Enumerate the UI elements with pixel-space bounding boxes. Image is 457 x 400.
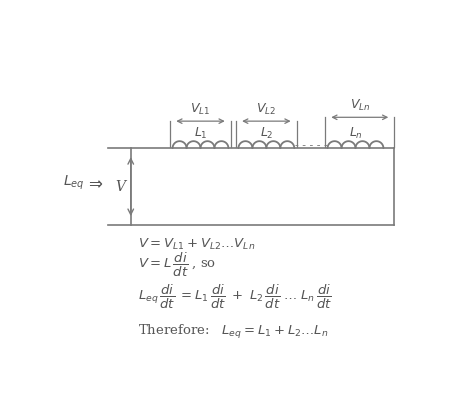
Text: $L_{eq}\,\dfrac{di}{dt}\; = L_1\,\dfrac{di}{dt}\; +\; L_2\,\dfrac{di}{dt}\; \ldo: $L_{eq}\,\dfrac{di}{dt}\; = L_1\,\dfrac{…	[138, 283, 333, 311]
Text: $L_1$: $L_1$	[194, 126, 207, 141]
Text: $L_{eq}$: $L_{eq}$	[64, 174, 85, 192]
Text: $L_2$: $L_2$	[260, 126, 273, 141]
Text: $V = L\,\dfrac{di}{dt}\;$, so: $V = L\,\dfrac{di}{dt}\;$, so	[138, 251, 217, 279]
Text: $L_n$: $L_n$	[349, 126, 362, 141]
Text: $V_{L2}$: $V_{L2}$	[256, 102, 276, 117]
Text: $V = V_{L1} + V_{L2} \ldots V_{Ln}$: $V = V_{L1} + V_{L2} \ldots V_{Ln}$	[138, 237, 256, 252]
Text: V: V	[115, 180, 125, 194]
Text: - - - - -: - - - - -	[295, 141, 327, 151]
Text: $\Rightarrow$: $\Rightarrow$	[85, 174, 103, 192]
Text: $V_{Ln}$: $V_{Ln}$	[350, 98, 370, 114]
Text: $V_{L1}$: $V_{L1}$	[191, 102, 211, 117]
Text: Therefore:   $L_{eq} = L_1 + L_2 \ldots L_n$: Therefore: $L_{eq} = L_1 + L_2 \ldots L_…	[138, 322, 329, 341]
